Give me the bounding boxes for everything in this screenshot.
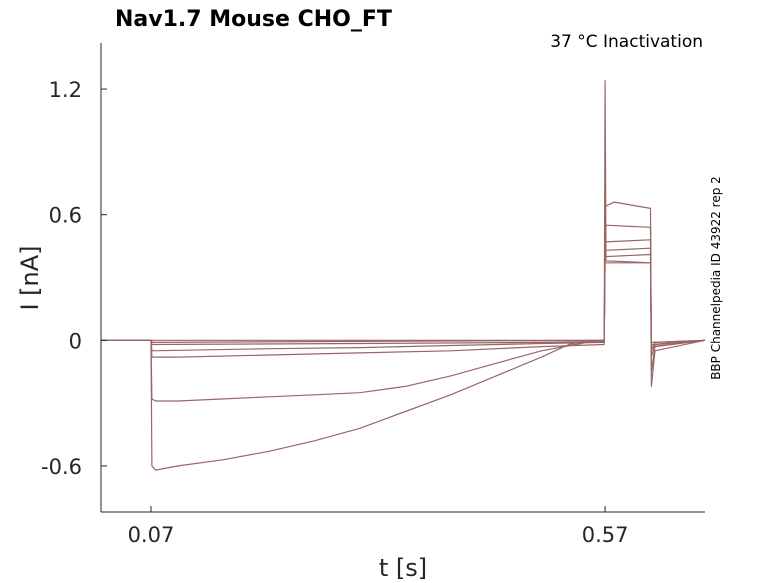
traces xyxy=(101,80,706,471)
y-axis-label: I [nA] xyxy=(16,245,44,310)
trace-3 xyxy=(101,224,706,358)
y-ticks: -0.6 0 0.6 1.2 xyxy=(41,78,107,479)
trace-7 xyxy=(101,262,706,343)
x-tick-label: 0.07 xyxy=(128,523,175,547)
trace-1 xyxy=(101,80,706,471)
trace-4 xyxy=(101,239,706,352)
side-label: BBP Channelpedia ID 43922 rep 2 xyxy=(709,176,723,380)
y-tick-label: 1.2 xyxy=(49,78,82,102)
y-tick-label: 0.6 xyxy=(49,204,82,228)
x-axis-label: t [s] xyxy=(379,554,427,582)
trace-2 xyxy=(101,201,706,402)
y-tick-label: 0 xyxy=(69,329,82,353)
trace-6 xyxy=(101,253,706,346)
x-ticks: 0.07 0.57 xyxy=(128,506,629,547)
y-tick-label: -0.6 xyxy=(41,455,82,479)
chart-title: Nav1.7 Mouse CHO_FT xyxy=(115,7,392,32)
chart-subtitle: 37 °C Inactivation xyxy=(550,32,703,52)
x-tick-label: 0.57 xyxy=(582,523,629,547)
